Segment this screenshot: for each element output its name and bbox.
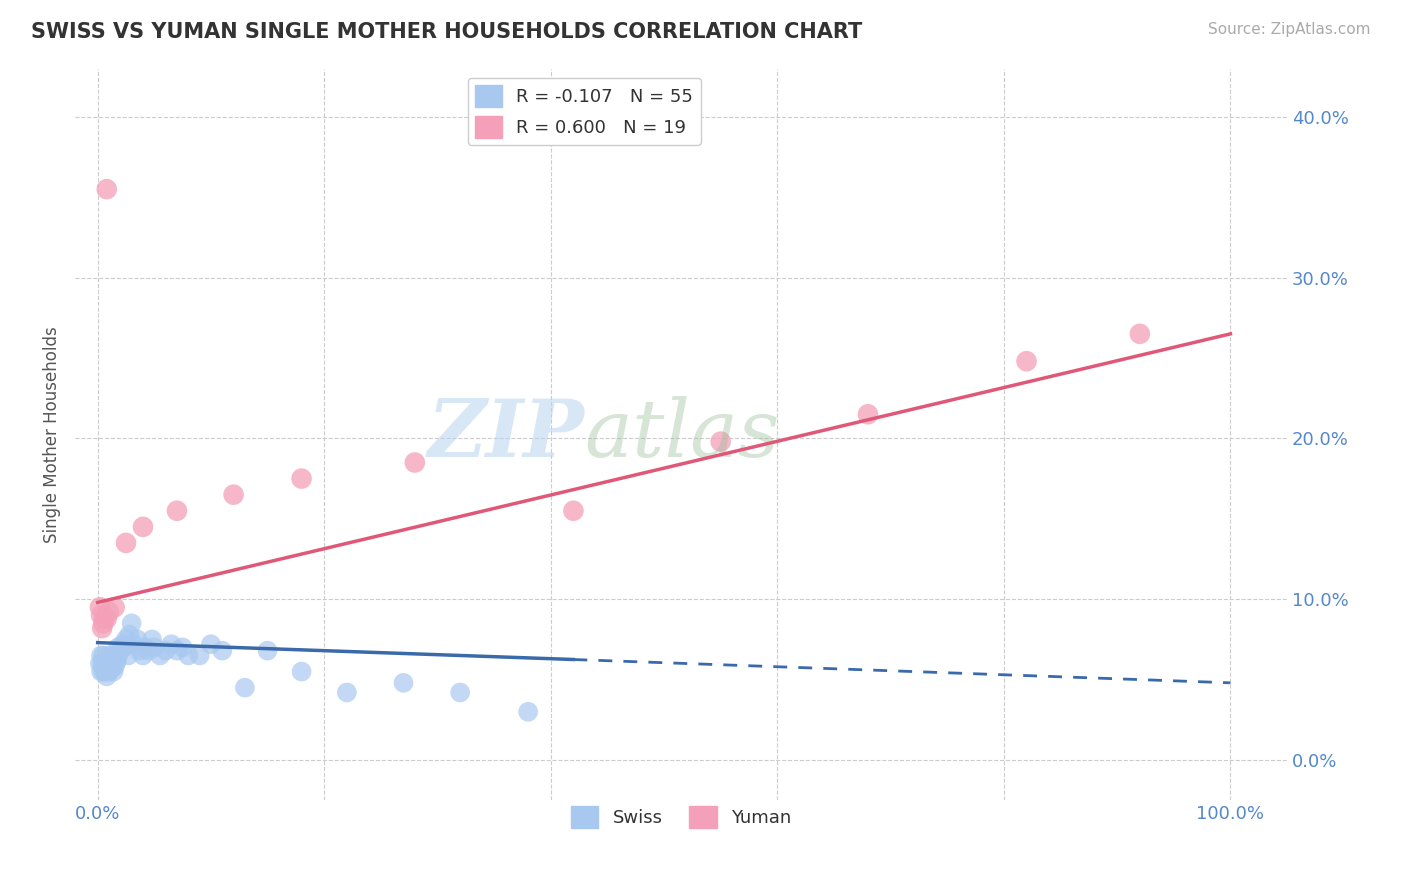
Point — [96, 659, 118, 673]
Point — [155, 643, 177, 657]
Point — [90, 608, 112, 623]
Point — [90, 648, 112, 663]
Point — [93, 657, 115, 671]
Point — [132, 520, 155, 534]
Point — [166, 643, 188, 657]
Point — [94, 665, 117, 679]
Point — [134, 640, 156, 655]
Point — [710, 434, 733, 449]
Point — [128, 643, 150, 657]
Point — [166, 504, 188, 518]
Point — [104, 659, 127, 673]
Point — [104, 648, 127, 663]
Text: Source: ZipAtlas.com: Source: ZipAtlas.com — [1208, 22, 1371, 37]
Point — [98, 648, 121, 663]
Point — [111, 637, 134, 651]
Point — [143, 640, 166, 655]
Legend: Swiss, Yuman: Swiss, Yuman — [564, 798, 799, 835]
Point — [115, 632, 138, 647]
Point — [104, 600, 127, 615]
Point — [856, 407, 879, 421]
Point — [103, 665, 125, 679]
Point — [449, 685, 471, 699]
Point — [89, 657, 111, 671]
Y-axis label: Single Mother Households: Single Mother Households — [44, 326, 60, 542]
Point — [517, 705, 540, 719]
Text: SWISS VS YUMAN SINGLE MOTHER HOUSEHOLDS CORRELATION CHART: SWISS VS YUMAN SINGLE MOTHER HOUSEHOLDS … — [31, 22, 862, 42]
Point — [91, 648, 114, 663]
Point — [122, 637, 145, 651]
Point — [96, 669, 118, 683]
Point — [91, 657, 114, 671]
Point — [118, 627, 141, 641]
Point — [121, 616, 143, 631]
Point — [1129, 326, 1152, 341]
Point — [256, 643, 278, 657]
Point — [93, 611, 115, 625]
Point — [98, 605, 121, 619]
Point — [188, 648, 211, 663]
Point — [211, 643, 233, 657]
Point — [222, 488, 245, 502]
Point — [392, 675, 415, 690]
Point — [91, 616, 114, 631]
Point — [141, 632, 163, 647]
Point — [98, 657, 121, 671]
Point — [104, 657, 127, 671]
Point — [97, 657, 120, 671]
Point — [96, 182, 118, 196]
Point — [101, 659, 124, 673]
Point — [107, 648, 129, 663]
Point — [96, 611, 118, 625]
Point — [110, 643, 132, 657]
Point — [138, 643, 160, 657]
Point — [94, 653, 117, 667]
Point — [112, 640, 135, 655]
Point — [115, 536, 138, 550]
Point — [200, 637, 222, 651]
Point — [89, 600, 111, 615]
Point — [290, 665, 312, 679]
Text: ZIP: ZIP — [427, 396, 583, 473]
Point — [132, 648, 155, 663]
Point — [90, 665, 112, 679]
Point — [91, 665, 114, 679]
Point — [233, 681, 256, 695]
Point — [91, 621, 114, 635]
Point — [127, 632, 149, 647]
Point — [98, 665, 121, 679]
Point — [172, 640, 194, 655]
Point — [290, 472, 312, 486]
Text: atlas: atlas — [583, 396, 779, 473]
Point — [160, 637, 183, 651]
Point — [100, 653, 122, 667]
Point — [177, 648, 200, 663]
Point — [117, 648, 139, 663]
Point — [149, 648, 172, 663]
Point — [336, 685, 359, 699]
Point — [105, 653, 128, 667]
Point — [107, 640, 129, 655]
Point — [1015, 354, 1038, 368]
Point — [562, 504, 585, 518]
Point — [404, 456, 426, 470]
